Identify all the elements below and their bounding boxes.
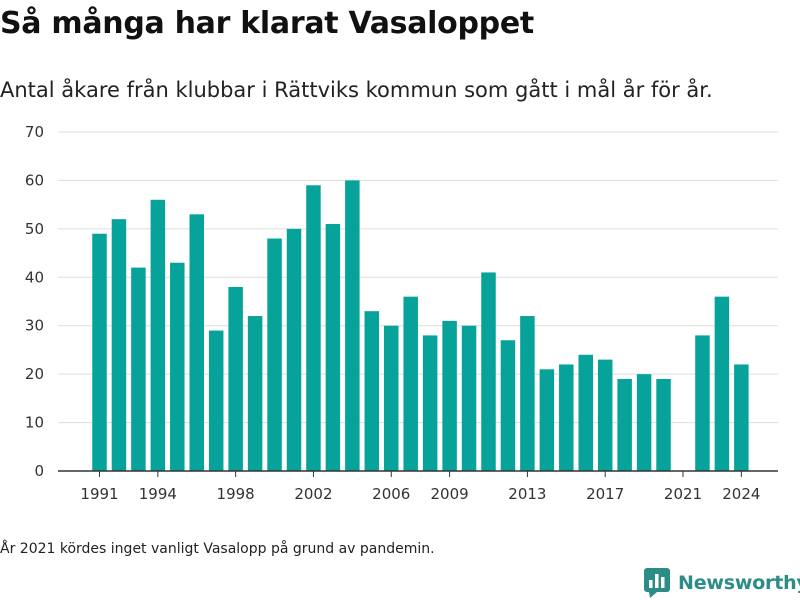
bar-2003 xyxy=(325,224,341,471)
bar-2001 xyxy=(286,228,302,471)
newsworthy-logo-icon xyxy=(644,568,670,598)
bar-1993 xyxy=(131,267,146,471)
x-tick-label: 1998 xyxy=(217,485,255,503)
bar-2016 xyxy=(578,354,593,471)
x-axis-ticks: 1991 1994 1998 2002 2006 2009 2013 2017 2021 2024 xyxy=(80,471,760,503)
bar-1998 xyxy=(228,286,243,471)
x-tick-label: 1994 xyxy=(139,485,177,503)
y-tick-label: 60 xyxy=(25,171,44,189)
bar-1995 xyxy=(170,262,185,471)
bar-2014 xyxy=(539,369,555,471)
brand-logo: Newsworthy xyxy=(644,568,800,598)
y-tick-label: 20 xyxy=(25,365,44,383)
bar-2007 xyxy=(403,296,418,471)
bar-2002 xyxy=(306,185,321,471)
y-tick-label: 30 xyxy=(25,317,44,335)
bar-1992 xyxy=(111,219,127,471)
bar-2000 xyxy=(267,238,282,471)
bar-2011 xyxy=(481,272,496,471)
bar-2004 xyxy=(345,180,360,471)
x-tick-label: 2013 xyxy=(508,485,546,503)
bar-2018 xyxy=(617,378,632,471)
bar-2013 xyxy=(520,316,535,471)
x-tick-label: 2002 xyxy=(294,485,332,503)
bar-2005 xyxy=(364,311,380,471)
chart-title: Så många har klarat Vasaloppet xyxy=(0,6,534,41)
bar-1997 xyxy=(208,330,224,471)
x-tick-label: 2017 xyxy=(586,485,624,503)
bar-2008 xyxy=(422,335,438,471)
bar-1991 xyxy=(92,233,107,471)
x-tick-label: 1991 xyxy=(80,485,118,503)
bar-chart: 0 10 20 30 40 50 60 70 1991 1994 1998 2002 2006 2009… xyxy=(25,123,778,503)
x-tick-label: 2006 xyxy=(372,485,410,503)
bar-2022 xyxy=(695,335,710,471)
x-tick-label: 2024 xyxy=(722,485,760,503)
chart-subtitle: Antal åkare från klubbar i Rättviks komm… xyxy=(0,78,713,102)
x-tick-label: 2009 xyxy=(431,485,469,503)
bar-2019 xyxy=(636,374,652,471)
bar-1999 xyxy=(247,316,263,471)
bars xyxy=(92,180,749,472)
x-tick-label: 2021 xyxy=(664,485,702,503)
bar-2015 xyxy=(559,364,574,471)
y-tick-label: 10 xyxy=(25,414,44,432)
bar-2012 xyxy=(500,340,516,471)
bar-1994 xyxy=(150,199,166,472)
footnote: År 2021 kördes inget vanligt Vasalopp på… xyxy=(0,541,435,557)
bar-2006 xyxy=(384,325,399,471)
bar-2023 xyxy=(714,296,730,471)
y-tick-label: 70 xyxy=(25,123,44,141)
y-tick-label: 50 xyxy=(25,220,44,238)
y-tick-label: 0 xyxy=(34,462,44,480)
bar-2017 xyxy=(597,359,613,471)
bar-2024 xyxy=(734,364,749,471)
y-axis-ticks: 0 10 20 30 40 50 60 70 xyxy=(25,123,44,480)
bar-2010 xyxy=(461,325,477,471)
bar-1996 xyxy=(189,214,204,472)
y-tick-label: 40 xyxy=(25,268,44,286)
brand-name: Newsworthy xyxy=(678,572,800,594)
bar-2009 xyxy=(442,320,457,471)
bar-2020 xyxy=(656,378,671,471)
